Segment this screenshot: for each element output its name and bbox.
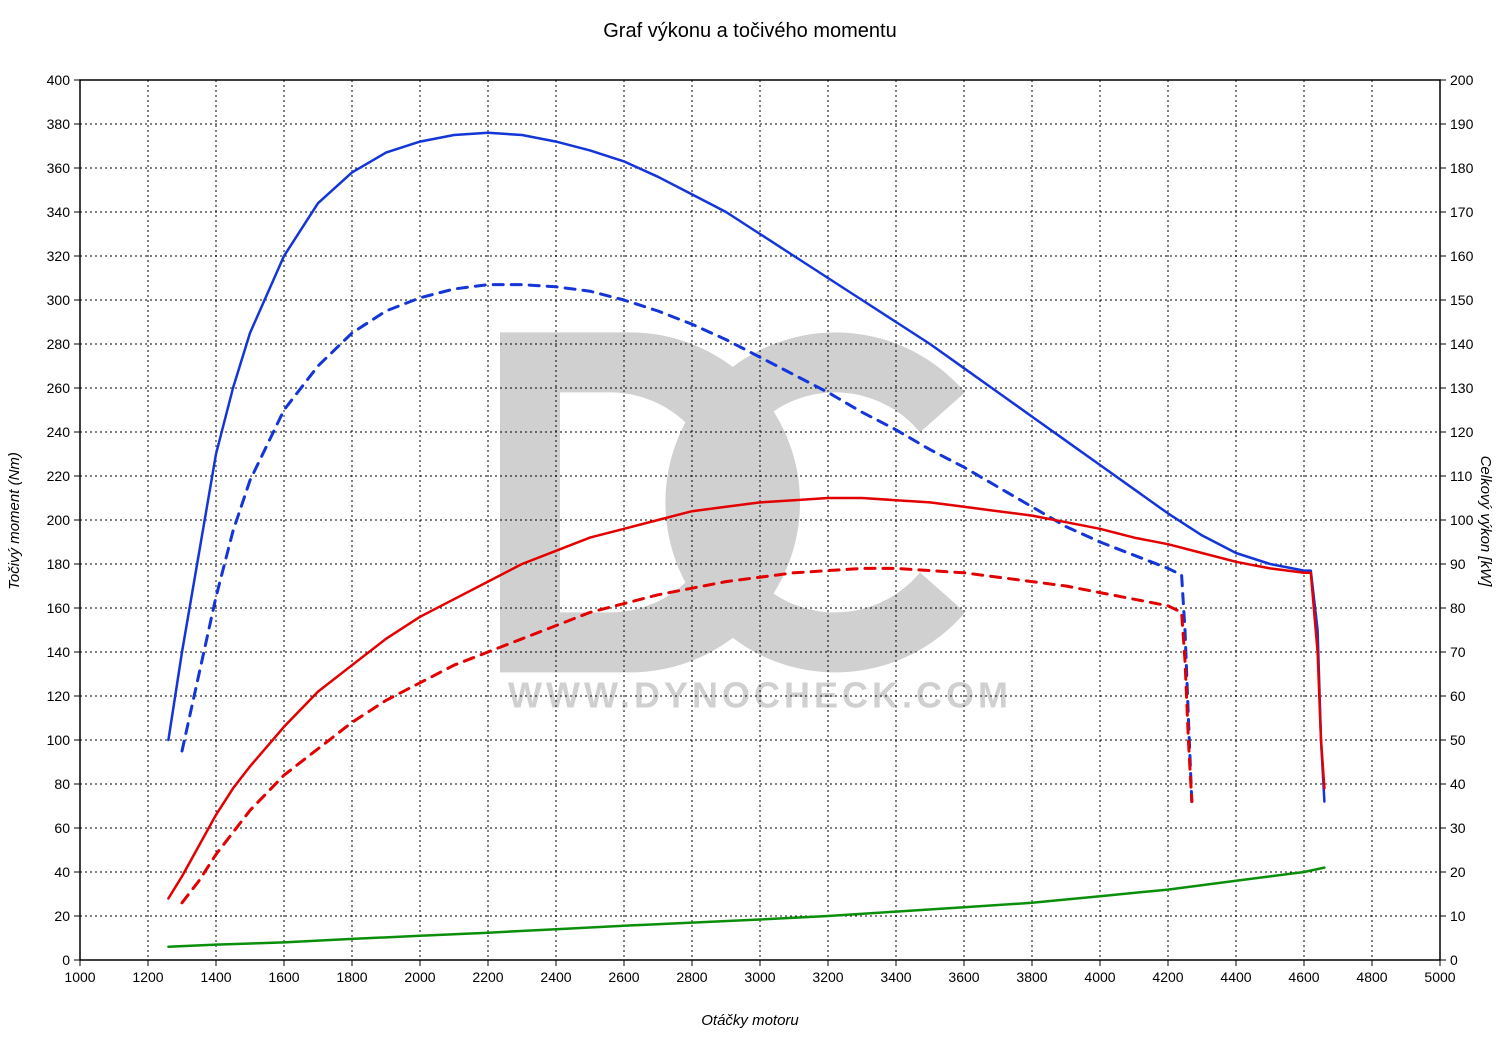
x-tick-label: 1200: [132, 969, 163, 985]
y-right-tick-label: 100: [1450, 512, 1474, 528]
y-left-tick-label: 180: [47, 556, 71, 572]
x-tick-label: 2400: [540, 969, 571, 985]
y-left-tick-label: 60: [54, 820, 70, 836]
y-right-tick-label: 190: [1450, 116, 1474, 132]
y-right-tick-label: 0: [1450, 952, 1458, 968]
y-left-tick-label: 100: [47, 732, 71, 748]
y-right-tick-label: 140: [1450, 336, 1474, 352]
y-left-tick-label: 120: [47, 688, 71, 704]
x-tick-label: 4600: [1288, 969, 1319, 985]
y-right-tick-label: 60: [1450, 688, 1466, 704]
y-right-tick-label: 180: [1450, 160, 1474, 176]
series-losses: [168, 868, 1324, 947]
y-right-tick-label: 70: [1450, 644, 1466, 660]
y-left-tick-label: 400: [47, 72, 71, 88]
y-right-tick-label: 200: [1450, 72, 1474, 88]
y-left-tick-label: 140: [47, 644, 71, 660]
x-tick-label: 4800: [1356, 969, 1387, 985]
y-left-tick-label: 160: [47, 600, 71, 616]
x-tick-label: 1800: [336, 969, 367, 985]
y-left-tick-label: 380: [47, 116, 71, 132]
y-left-tick-label: 300: [47, 292, 71, 308]
y-right-tick-label: 40: [1450, 776, 1466, 792]
x-tick-label: 1400: [200, 969, 231, 985]
x-tick-label: 2000: [404, 969, 435, 985]
y-left-tick-label: 280: [47, 336, 71, 352]
y-left-tick-label: 80: [54, 776, 70, 792]
y-left-tick-label: 240: [47, 424, 71, 440]
y-right-tick-label: 160: [1450, 248, 1474, 264]
y-left-tick-label: 220: [47, 468, 71, 484]
x-tick-label: 2800: [676, 969, 707, 985]
x-tick-label: 3000: [744, 969, 775, 985]
y-right-tick-label: 150: [1450, 292, 1474, 308]
y-left-tick-label: 320: [47, 248, 71, 264]
x-tick-label: 4200: [1152, 969, 1183, 985]
y-right-tick-label: 30: [1450, 820, 1466, 836]
chart-canvas: WWW.DYNOCHECK.COM10001200140016001800200…: [0, 0, 1500, 1041]
y-right-tick-label: 130: [1450, 380, 1474, 396]
y-right-tick-label: 50: [1450, 732, 1466, 748]
x-tick-label: 1600: [268, 969, 299, 985]
y-left-tick-label: 340: [47, 204, 71, 220]
y-right-tick-label: 10: [1450, 908, 1466, 924]
y-right-tick-label: 80: [1450, 600, 1466, 616]
y-left-tick-label: 20: [54, 908, 70, 924]
x-tick-label: 5000: [1424, 969, 1455, 985]
y-right-tick-label: 170: [1450, 204, 1474, 220]
x-tick-label: 2200: [472, 969, 503, 985]
y-left-tick-label: 200: [47, 512, 71, 528]
x-tick-label: 3400: [880, 969, 911, 985]
y-right-tick-label: 110: [1450, 468, 1473, 484]
x-tick-label: 3800: [1016, 969, 1047, 985]
y-left-tick-label: 40: [54, 864, 70, 880]
x-tick-label: 4400: [1220, 969, 1251, 985]
x-tick-label: 2600: [608, 969, 639, 985]
y-right-tick-label: 90: [1450, 556, 1466, 572]
x-tick-label: 3600: [948, 969, 979, 985]
x-tick-label: 1000: [64, 969, 95, 985]
y-left-tick-label: 360: [47, 160, 71, 176]
y-left-tick-label: 0: [62, 952, 70, 968]
y-left-tick-label: 260: [47, 380, 71, 396]
y-right-tick-label: 120: [1450, 424, 1474, 440]
x-tick-label: 3200: [812, 969, 843, 985]
y-right-tick-label: 20: [1450, 864, 1466, 880]
x-tick-label: 4000: [1084, 969, 1115, 985]
